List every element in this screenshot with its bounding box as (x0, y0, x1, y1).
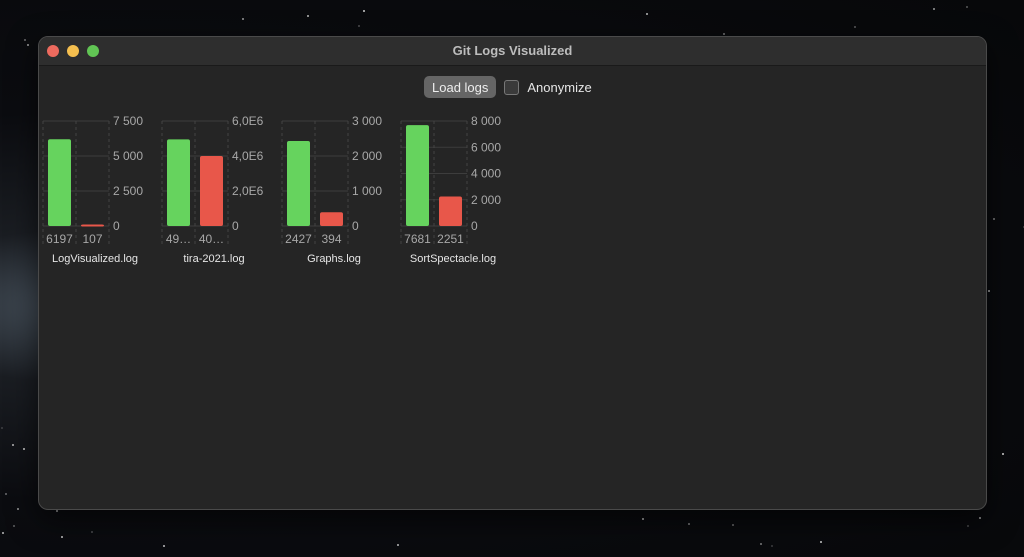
app-window: Git Logs Visualized Load logs Anonymize … (38, 36, 987, 510)
bar-added (406, 125, 429, 226)
y-tick-label: 1 000 (352, 184, 382, 198)
y-tick-label: 2 000 (471, 193, 501, 207)
chart-title: LogVisualized.log (52, 253, 138, 265)
chart-0: 0 2 500 5 000 7 500 6197 107 LogVisualized.log (43, 114, 143, 265)
y-tick-label: 2 000 (352, 149, 382, 163)
y-tick-label: 0 (232, 219, 239, 233)
star (760, 543, 762, 545)
category-label: 2251 (437, 232, 464, 246)
y-tick-label: 5 000 (113, 149, 143, 163)
star (993, 218, 995, 220)
star (242, 18, 244, 20)
y-tick-label: 4 000 (471, 167, 501, 181)
star (363, 10, 365, 12)
y-tick-label: 4,0E6 (232, 149, 264, 163)
star (966, 6, 968, 8)
bar-added (167, 139, 190, 226)
star (12, 444, 14, 446)
chart-2: 0 1 000 2 000 3 000 2427 394 Graphs.log (282, 114, 382, 265)
category-label: 2427 (285, 232, 312, 246)
chart-title: tira-2021.log (183, 253, 244, 265)
y-tick-label: 8 000 (471, 114, 501, 128)
star (979, 517, 981, 519)
bar-removed (81, 225, 104, 227)
window-title: Git Logs Visualized (39, 43, 986, 58)
star (2, 532, 4, 534)
star (23, 448, 25, 450)
category-label: 7681 (404, 232, 431, 246)
y-tick-label: 6 000 (471, 140, 501, 154)
star (642, 518, 644, 520)
star (61, 536, 63, 538)
category-label: 394 (321, 232, 341, 246)
star (967, 525, 969, 527)
y-tick-label: 6,0E6 (232, 114, 264, 128)
star (1002, 453, 1004, 455)
bar-removed (200, 156, 223, 226)
y-tick-label: 7 500 (113, 114, 143, 128)
star (91, 531, 93, 533)
star (27, 44, 29, 46)
y-tick-label: 0 (471, 219, 478, 233)
y-tick-label: 0 (113, 219, 120, 233)
bar-removed (320, 212, 343, 226)
chart-title: Graphs.log (307, 253, 361, 265)
category-label: 40… (199, 232, 224, 246)
star (988, 290, 990, 292)
category-label: 49… (166, 232, 191, 246)
category-label: 107 (82, 232, 102, 246)
star (732, 524, 734, 526)
chart-3: 0 2 000 4 000 6 000 8 000 7681 2251 SortSpectac… (401, 114, 501, 265)
star (933, 8, 935, 10)
y-tick-label: 0 (352, 219, 359, 233)
star (358, 25, 360, 27)
star (397, 544, 399, 546)
star (1, 427, 3, 429)
bar-removed (439, 196, 462, 226)
star (307, 15, 309, 17)
y-tick-label: 2,0E6 (232, 184, 264, 198)
star (646, 13, 648, 15)
star (688, 523, 690, 525)
star (13, 525, 15, 527)
category-label: 6197 (46, 232, 73, 246)
bar-added (287, 141, 310, 226)
charts-area: 0 2 500 5 000 7 500 6197 107 LogVisualized.log… (39, 65, 986, 509)
title-bar: Git Logs Visualized (39, 37, 986, 66)
star (820, 541, 822, 543)
star (854, 26, 856, 28)
star (723, 33, 725, 35)
y-tick-label: 3 000 (352, 114, 382, 128)
star (24, 39, 26, 41)
star (771, 545, 773, 547)
chart-title: SortSpectacle.log (410, 253, 496, 265)
star (17, 508, 19, 510)
star (163, 545, 165, 547)
star (5, 493, 7, 495)
bar-added (48, 139, 71, 226)
chart-1: 0 2,0E6 4,0E6 6,0E6 49… 40… tira-2021.log (162, 114, 264, 265)
y-tick-label: 2 500 (113, 184, 143, 198)
